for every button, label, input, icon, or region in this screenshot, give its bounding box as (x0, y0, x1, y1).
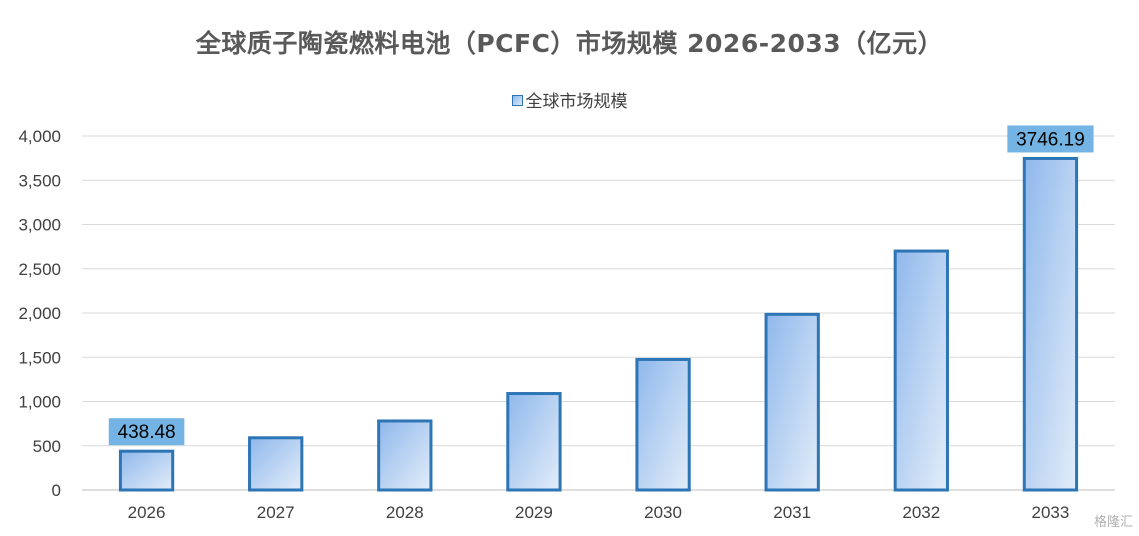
x-tick-label: 2032 (902, 503, 940, 522)
x-tick-label: 2028 (386, 503, 424, 522)
y-tick-label: 1,000 (18, 393, 61, 412)
data-label-box (1007, 125, 1094, 153)
chart-title: 全球质子陶瓷燃料电池（PCFC）市场规模 2026-2033（亿元） (195, 29, 944, 58)
data-label: 438.48 (118, 422, 176, 443)
y-tick-label: 1,500 (18, 348, 61, 367)
bar (506, 392, 562, 492)
bar (635, 357, 691, 492)
x-tick-label: 2031 (773, 503, 811, 522)
y-tick-label: 0 (52, 481, 61, 500)
x-tick-label: 2029 (515, 503, 553, 522)
x-tick-label: 2027 (257, 503, 295, 522)
bar (893, 249, 949, 492)
bar (764, 312, 820, 492)
y-tick-label: 4,000 (18, 127, 61, 146)
bar (118, 449, 175, 492)
x-tick-label: 2026 (128, 503, 166, 522)
legend-label: 全球市场规模 (525, 92, 628, 112)
x-tick-label: 2033 (1032, 503, 1070, 522)
y-tick-label: 2,500 (18, 260, 61, 279)
legend-swatch-icon (511, 94, 523, 106)
y-tick-label: 2,000 (18, 304, 61, 323)
y-tick-label: 3,000 (18, 216, 61, 235)
bar (377, 419, 433, 492)
y-tick-label: 3,500 (18, 171, 61, 190)
y-tick-label: 500 (33, 437, 61, 456)
watermark: 格隆汇 (1093, 515, 1133, 530)
bar (248, 436, 304, 492)
data-label-box (108, 418, 185, 446)
chart-legend: 全球市场规模 (0, 87, 1139, 112)
data-label: 3746.19 (1016, 129, 1085, 150)
x-tick-label: 2030 (644, 503, 682, 522)
bar (1022, 156, 1079, 492)
